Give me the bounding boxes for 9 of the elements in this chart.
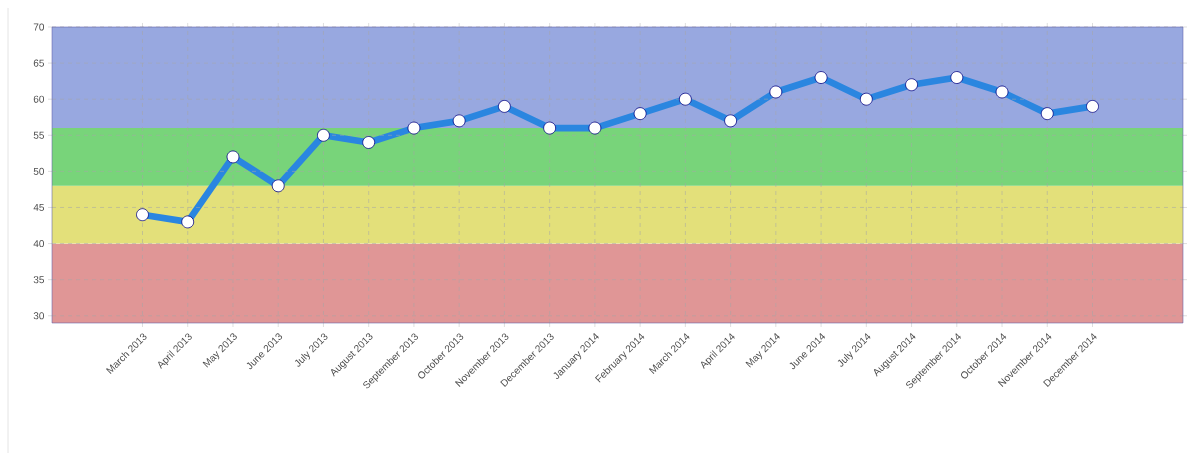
y-tick-label: 50 xyxy=(33,167,45,175)
y-tick-label: 40 xyxy=(33,240,45,248)
y-tick-label: 45 xyxy=(33,203,44,211)
y-tick-label: 60 xyxy=(33,95,45,103)
y-tick-label: 70 xyxy=(33,23,45,31)
y-tick-label: 30 xyxy=(33,312,45,320)
y-tick-label: 35 xyxy=(33,276,44,284)
y-tick-label: 65 xyxy=(33,59,44,67)
y-tick-label: 55 xyxy=(33,131,44,139)
